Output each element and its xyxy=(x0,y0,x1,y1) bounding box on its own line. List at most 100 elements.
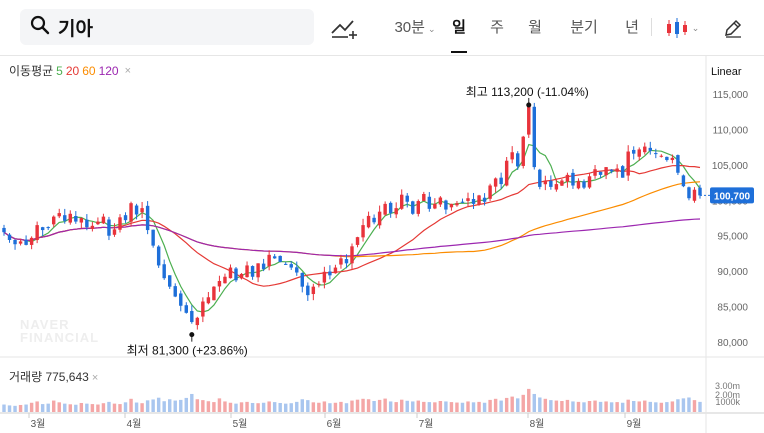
tab-year[interactable]: 년 xyxy=(625,19,639,36)
candle-body xyxy=(13,239,17,245)
volume-bar xyxy=(245,401,249,412)
volume-bar xyxy=(328,403,332,412)
candle-body xyxy=(278,255,282,262)
volume-bar xyxy=(300,399,304,412)
candle-body xyxy=(250,266,255,277)
edit-pencil-icon[interactable] xyxy=(720,15,746,41)
candle-body xyxy=(543,180,548,185)
candle-body xyxy=(190,310,194,323)
volume-bar xyxy=(228,402,233,412)
candle-body xyxy=(615,168,619,172)
tab-month[interactable]: 월 xyxy=(528,19,542,36)
y-tick-label: 85,000 xyxy=(717,302,748,313)
volume-bar xyxy=(444,401,448,412)
candle-body xyxy=(460,201,465,203)
candle-body xyxy=(692,189,697,201)
chart-type-selector[interactable]: ⌄ xyxy=(663,15,701,41)
volume-bar xyxy=(516,398,520,412)
candle-body xyxy=(648,147,652,151)
volume-bar xyxy=(322,401,327,412)
candle-body xyxy=(322,271,327,283)
volume-bar xyxy=(13,405,17,412)
candle-body xyxy=(256,263,260,278)
chevron-down-icon: ⌄ xyxy=(427,24,436,34)
ma-120: 120 xyxy=(98,63,119,78)
close-volume-legend-icon[interactable]: × xyxy=(91,372,99,384)
candle-body xyxy=(372,217,376,223)
candle-body xyxy=(676,155,680,173)
ma-20-line xyxy=(3,165,701,287)
candle-body xyxy=(74,215,78,222)
volume-bar xyxy=(317,402,321,412)
volume-bar xyxy=(504,397,509,412)
tab-week[interactable]: 주 xyxy=(490,19,504,36)
volume-bar xyxy=(350,400,354,412)
volume-bar xyxy=(272,402,277,412)
volume-bar xyxy=(173,400,177,412)
candle-body xyxy=(427,196,432,209)
volume-bar xyxy=(101,403,106,412)
current-price-label: 100,700 xyxy=(714,191,751,202)
candle-body xyxy=(107,219,111,236)
close-ma-legend-icon[interactable]: × xyxy=(124,64,132,77)
volume-bar xyxy=(239,402,244,412)
volume-bar xyxy=(643,400,647,412)
volume-bar xyxy=(7,405,12,412)
toolbar-divider xyxy=(651,18,652,36)
candle-body xyxy=(538,169,542,187)
volume-bar xyxy=(129,398,133,412)
y-tick-label: 95,000 xyxy=(717,232,748,243)
volume-bar xyxy=(250,402,255,412)
x-tick-label: 6월 xyxy=(327,418,342,430)
x-tick-label: 3월 xyxy=(31,418,46,430)
volume-bar xyxy=(554,400,559,412)
volume-bar xyxy=(284,403,288,412)
candle-body xyxy=(35,225,39,241)
stock-search-box[interactable]: 기아 xyxy=(20,9,314,45)
tab-quarter[interactable]: 분기 xyxy=(570,19,598,36)
tab-day[interactable]: 일 xyxy=(452,19,466,36)
active-tab-indicator xyxy=(451,51,467,53)
candle-body xyxy=(295,267,299,273)
volume-bar xyxy=(156,397,161,412)
volume-bar xyxy=(449,402,454,412)
candle-body xyxy=(659,155,664,157)
candle-body xyxy=(488,185,492,199)
volume-bar xyxy=(24,404,28,412)
y-tick-label: 105,000 xyxy=(712,161,749,172)
ma-title: 이동평균 xyxy=(9,64,54,78)
volume-bar xyxy=(543,398,548,412)
candle-body xyxy=(444,200,448,210)
candle-body xyxy=(521,136,525,166)
volume-bar xyxy=(593,400,597,412)
candle-body xyxy=(416,201,420,214)
volume-bar xyxy=(295,401,299,412)
x-tick-label: 5월 xyxy=(233,418,248,430)
volume-bar xyxy=(140,403,144,412)
candle-body xyxy=(576,181,581,189)
candle-body xyxy=(57,213,61,217)
volume-bar xyxy=(438,401,443,412)
volume-bar xyxy=(118,404,122,412)
candle-body xyxy=(184,305,188,313)
candle-body xyxy=(449,203,454,208)
drawing-tool-icon[interactable] xyxy=(330,15,358,41)
candle-body xyxy=(168,275,172,287)
candle-body xyxy=(112,229,117,235)
candle-body xyxy=(493,178,498,187)
volume-bar xyxy=(400,399,404,412)
volume-bar xyxy=(190,393,194,412)
y-tick-label: 115,000 xyxy=(713,90,749,101)
volume-bar xyxy=(560,401,564,412)
candle-body xyxy=(405,195,409,202)
volume-bar xyxy=(366,399,371,412)
candle-body xyxy=(411,201,415,214)
candle-body xyxy=(245,265,249,278)
volume-bar xyxy=(681,398,686,412)
tab-30min[interactable]: 30분 ⌄ xyxy=(394,19,436,36)
candle-body xyxy=(388,202,393,214)
volume-bar xyxy=(604,401,608,412)
scale-mode-selector[interactable]: Linear xyxy=(711,66,742,78)
volume-bar xyxy=(538,397,542,412)
candle-body xyxy=(366,215,371,228)
